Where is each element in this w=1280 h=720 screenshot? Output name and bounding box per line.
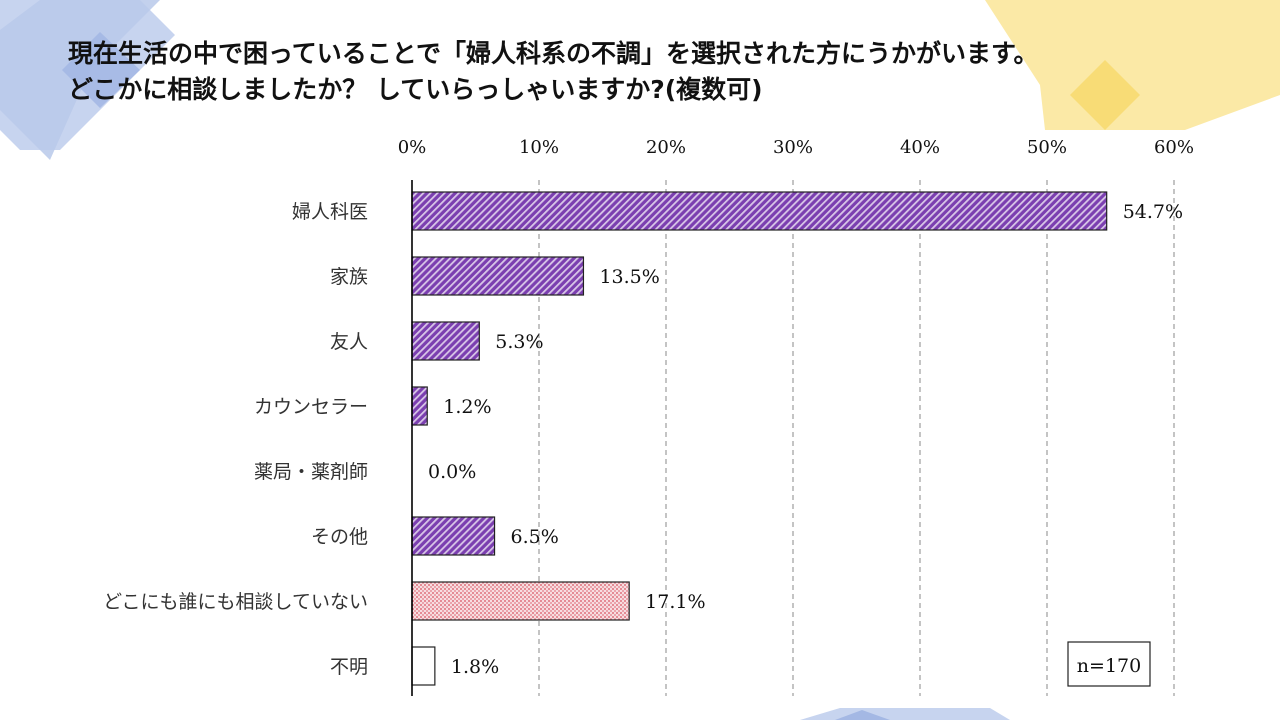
label-layer: 0% 10% 20% 30% 40% 50% 60% 婦人科医 54.7% 家族 13.5% 友人 5.… bbox=[103, 137, 1194, 678]
deco-yellow-top-right-2 bbox=[1070, 60, 1140, 130]
bar bbox=[411, 191, 1108, 231]
bar bbox=[411, 516, 496, 556]
data-label: 54.7% bbox=[1123, 201, 1183, 223]
title-line-2: どこかに相談しましたか？ していらっしゃいますか?(複数可) bbox=[68, 75, 763, 104]
x-tick-label: 40% bbox=[900, 137, 940, 158]
x-tick-label: 20% bbox=[646, 137, 686, 158]
sample-size-box bbox=[1067, 641, 1151, 687]
deco-blue-bottom-2 bbox=[835, 710, 890, 720]
category-label: その他 bbox=[311, 526, 368, 548]
bar bbox=[411, 321, 480, 361]
data-label: 5.3% bbox=[495, 331, 543, 353]
bar bbox=[411, 646, 436, 686]
data-label: 6.5% bbox=[511, 526, 559, 548]
category-label: 友人 bbox=[330, 331, 368, 353]
x-tick-label: 30% bbox=[773, 137, 813, 158]
data-label: 17.1% bbox=[645, 591, 705, 613]
category-label: カウンセラー bbox=[254, 396, 368, 418]
grid-layer bbox=[538, 180, 1175, 696]
bar bbox=[411, 581, 630, 621]
data-label: 1.2% bbox=[443, 396, 491, 418]
page-title: 現在生活の中で困っていることで「婦人科系の不調」を選択された方にうかがいます。 … bbox=[68, 36, 1039, 108]
x-tick-label: 0% bbox=[398, 137, 427, 158]
x-tick-label: 60% bbox=[1154, 137, 1194, 158]
category-label: どこにも誰にも相談していない bbox=[103, 591, 368, 613]
data-label: 0.0% bbox=[428, 461, 476, 483]
bar bbox=[411, 386, 428, 426]
bar-layer bbox=[411, 191, 1108, 686]
category-label: 薬局・薬剤師 bbox=[254, 461, 368, 483]
title-line-1: 現在生活の中で困っていることで「婦人科系の不調」を選択された方にうかがいます。 bbox=[68, 39, 1039, 68]
sample-size-note: n=170 bbox=[1077, 655, 1141, 677]
x-tick-label: 10% bbox=[519, 137, 559, 158]
category-label: 家族 bbox=[330, 266, 368, 288]
category-label: 不明 bbox=[330, 656, 368, 678]
category-label: 婦人科医 bbox=[292, 201, 368, 223]
data-label: 13.5% bbox=[599, 266, 659, 288]
bar bbox=[411, 256, 585, 296]
deco-yellow-top-right bbox=[985, 0, 1280, 130]
x-tick-label: 50% bbox=[1027, 137, 1067, 158]
deco-blue-top-left-3 bbox=[62, 32, 140, 108]
data-label: 1.8% bbox=[451, 656, 499, 678]
